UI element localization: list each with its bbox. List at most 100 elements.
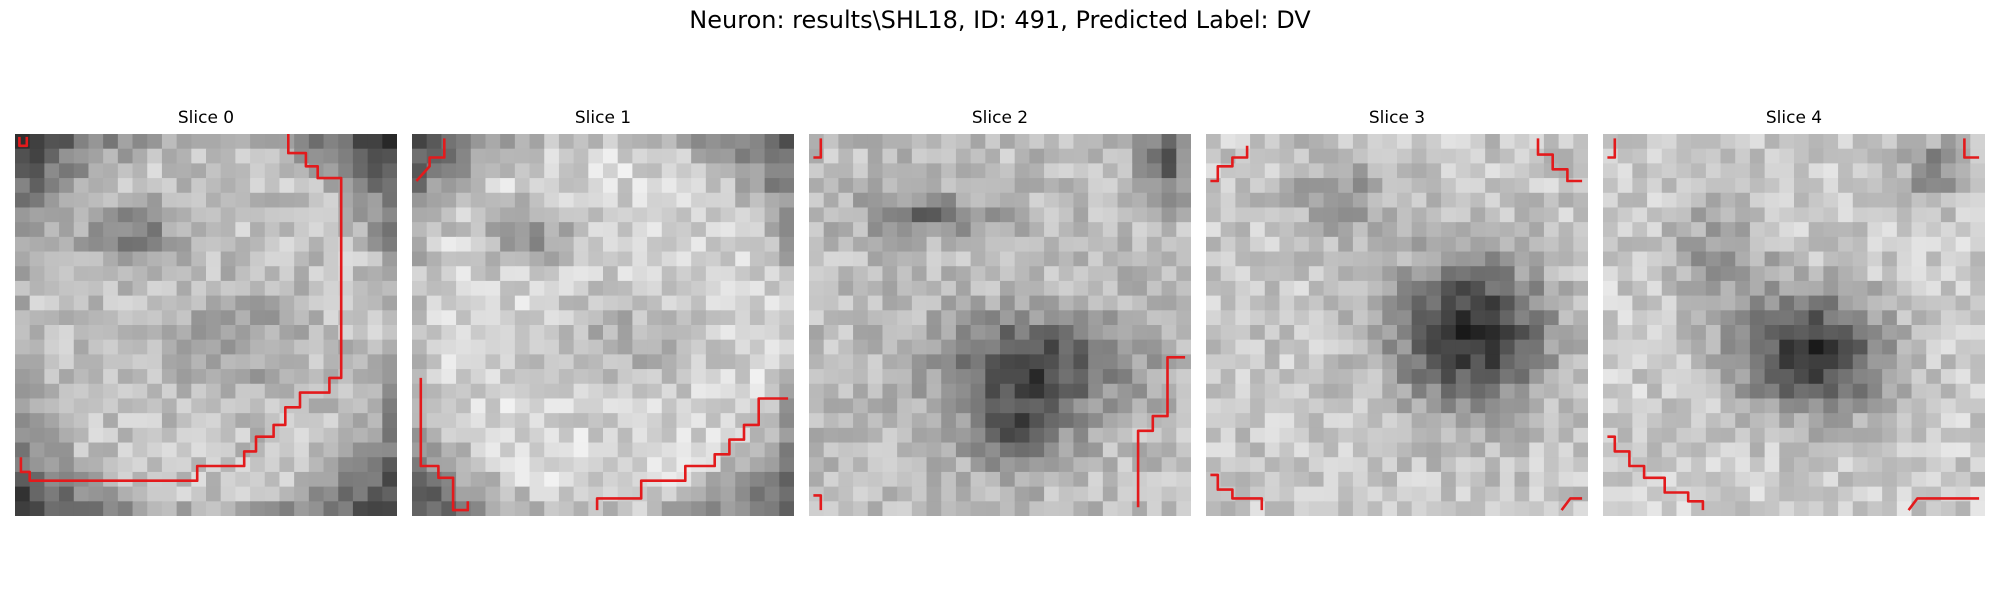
pixel (1691, 178, 1707, 194)
pixel (1279, 457, 1295, 473)
pixel (1029, 383, 1045, 400)
pixel (161, 148, 178, 164)
pixel (1264, 178, 1281, 194)
pixel (1779, 339, 1795, 355)
pixel (1514, 325, 1530, 341)
slice-3-svg (1206, 134, 1588, 516)
pixel (294, 398, 310, 414)
pixel (838, 369, 854, 385)
pixel (941, 383, 957, 400)
pixel (456, 471, 472, 488)
pixel (1088, 222, 1104, 238)
pixel (103, 457, 119, 473)
pixel (1102, 486, 1119, 502)
pixel (1882, 457, 1898, 473)
pixel (955, 310, 972, 326)
pixel (1176, 192, 1191, 209)
pixel (264, 310, 281, 326)
pixel (1058, 339, 1075, 355)
pixel (1882, 222, 1898, 238)
pixel (44, 369, 60, 385)
pixel (1852, 192, 1869, 209)
pixel (294, 295, 310, 311)
pixel (1132, 251, 1148, 267)
pixel (1838, 266, 1854, 282)
pixel (1705, 457, 1722, 473)
pixel (1146, 148, 1163, 164)
pixel (529, 310, 545, 326)
pixel (985, 427, 1001, 444)
pixel (632, 339, 648, 355)
pixel (573, 134, 589, 150)
pixel (1352, 222, 1369, 238)
pixel (485, 236, 501, 253)
pixel (412, 178, 428, 194)
pixel (206, 413, 222, 429)
pixel (691, 354, 707, 370)
pixel (426, 501, 442, 516)
pixel (691, 134, 707, 150)
pixel (823, 383, 839, 400)
pixel (161, 266, 178, 282)
pixel (352, 266, 369, 282)
pixel (1617, 486, 1633, 502)
pixel (544, 295, 560, 311)
pixel (1911, 442, 1927, 458)
pixel (1470, 251, 1486, 267)
pixel (1206, 442, 1222, 458)
pixel (191, 310, 207, 326)
pixel (1411, 310, 1427, 326)
pixel (1838, 207, 1854, 223)
pixel (882, 295, 898, 311)
pixel (103, 280, 119, 297)
pixel (73, 457, 90, 473)
pixel (1294, 486, 1310, 502)
pixel (1441, 251, 1457, 267)
pixel (1764, 222, 1780, 238)
pixel (338, 134, 354, 150)
pixel (15, 369, 31, 385)
pixel (1852, 134, 1869, 150)
pixel (588, 192, 604, 209)
pixel (853, 236, 869, 253)
pixel (147, 427, 163, 444)
pixel (1691, 413, 1707, 429)
pixel (661, 207, 678, 223)
pixel (308, 442, 325, 458)
pixel (1794, 398, 1810, 414)
pixel (500, 266, 516, 282)
pixel (88, 339, 104, 355)
pixel (1102, 178, 1119, 194)
pixel (1691, 354, 1707, 370)
pixel (1867, 310, 1883, 326)
pixel (1014, 163, 1030, 179)
pixel (764, 383, 780, 400)
pixel (705, 192, 722, 209)
pixel (1411, 325, 1427, 341)
pixel (132, 369, 148, 385)
pixel (485, 266, 501, 282)
pixel (720, 178, 736, 194)
pixel (1323, 457, 1339, 473)
pixel (191, 471, 207, 488)
pixel (735, 457, 751, 473)
pixel (191, 369, 207, 385)
pixel (1926, 163, 1942, 179)
pixel (191, 398, 207, 414)
pixel (1499, 471, 1516, 488)
pixel (558, 325, 575, 341)
pixel (529, 339, 545, 355)
pixel (632, 266, 648, 282)
pixel (1735, 457, 1751, 473)
pixel (941, 427, 957, 444)
pixel (749, 471, 766, 488)
pixel (809, 266, 825, 282)
pixel (911, 369, 928, 385)
pixel (897, 134, 913, 150)
pixel (1441, 383, 1457, 400)
pixel (1896, 471, 1913, 488)
pixel (426, 251, 442, 267)
pixel (955, 398, 972, 414)
pixel (705, 398, 722, 414)
pixel (1867, 236, 1883, 253)
